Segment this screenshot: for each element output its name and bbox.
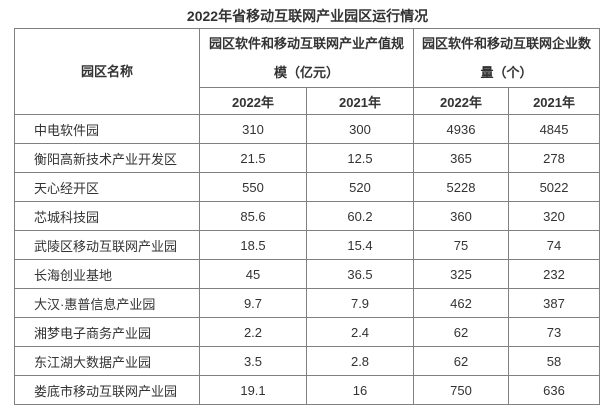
table-row: 衡阳高新技术产业开发区 21.5 12.5 365 278 [14, 143, 601, 173]
park-name-cell: 天心经开区 [14, 172, 200, 202]
count-2022-cell: 462 [413, 288, 510, 318]
count-2022-cell: 62 [413, 317, 510, 347]
output-2022-cell: 45 [199, 259, 307, 289]
output-2021-cell: 16 [305, 375, 415, 405]
table-row: 中电软件园 310 300 4936 4845 [14, 114, 601, 144]
table-row: 东江湖大数据产业园 3.5 2.8 62 58 [14, 346, 601, 376]
output-2022-cell: 2.2 [199, 317, 307, 347]
count-2021-cell: 387 [508, 288, 601, 318]
table-row: 天心经开区 550 520 5228 5022 [14, 172, 601, 202]
output-2022-cell: 21.5 [199, 143, 307, 173]
header-output-2021: 2021年 [305, 87, 415, 115]
output-2021-cell: 2.4 [305, 317, 415, 347]
output-2022-cell: 18.5 [199, 230, 307, 260]
table-row: 娄底市移动互联网产业园 19.1 16 750 636 [14, 375, 601, 405]
output-2021-cell: 36.5 [305, 259, 415, 289]
output-2022-cell: 3.5 [199, 346, 307, 376]
table-row: 武陵区移动互联网产业园 18.5 15.4 75 74 [14, 230, 601, 260]
count-2022-cell: 62 [413, 346, 510, 376]
count-2021-cell: 232 [508, 259, 601, 289]
count-2021-cell: 58 [508, 346, 601, 376]
output-2021-cell: 60.2 [305, 201, 415, 231]
output-2022-cell: 310 [199, 114, 307, 144]
count-2021-cell: 278 [508, 143, 601, 173]
park-name-cell: 衡阳高新技术产业开发区 [14, 143, 200, 173]
count-2021-cell: 73 [508, 317, 601, 347]
count-2022-cell: 360 [413, 201, 510, 231]
park-name-cell: 娄底市移动互联网产业园 [14, 375, 200, 405]
output-2021-cell: 15.4 [305, 230, 415, 260]
output-2022-cell: 85.6 [199, 201, 307, 231]
count-2022-cell: 325 [413, 259, 510, 289]
industry-parks-table: 园区名称 园区软件和移动互联网产业产值规模（亿元） 园区软件和移动互联网企业数量… [14, 28, 601, 405]
park-name-cell: 芯城科技园 [14, 201, 200, 231]
output-2021-cell: 12.5 [305, 143, 415, 173]
park-name-cell: 中电软件园 [14, 114, 200, 144]
table-row: 湘梦电子商务产业园 2.2 2.4 62 73 [14, 317, 601, 347]
count-2021-cell: 74 [508, 230, 601, 260]
output-2021-cell: 520 [305, 172, 415, 202]
header-sub-row: 2022年 2021年 2022年 2021年 [15, 87, 601, 115]
header-count-group: 园区软件和移动互联网企业数量（个） [413, 28, 601, 88]
park-name-cell: 大汉·惠普信息产业园 [14, 288, 200, 318]
count-2022-cell: 75 [413, 230, 510, 260]
output-2022-cell: 550 [199, 172, 307, 202]
output-2022-cell: 9.7 [199, 288, 307, 318]
count-2022-cell: 5228 [413, 172, 510, 202]
header-count-2021: 2021年 [508, 87, 601, 115]
count-2022-cell: 4936 [413, 114, 510, 144]
count-2022-cell: 365 [413, 143, 510, 173]
table-row: 芯城科技园 85.6 60.2 360 320 [14, 201, 601, 231]
output-2022-cell: 19.1 [199, 375, 307, 405]
header-output-2022: 2022年 [199, 87, 307, 115]
park-name-cell: 东江湖大数据产业园 [14, 346, 200, 376]
header-count-2022: 2022年 [413, 87, 510, 115]
output-2021-cell: 300 [305, 114, 415, 144]
header-park-name: 园区名称 [14, 28, 200, 115]
count-2021-cell: 4845 [508, 114, 601, 144]
header-output-group: 园区软件和移动互联网产业产值规模（亿元） [198, 28, 415, 88]
table-row: 大汉·惠普信息产业园 9.7 7.9 462 387 [14, 288, 601, 318]
park-name-cell: 长海创业基地 [14, 259, 200, 289]
count-2022-cell: 750 [413, 375, 510, 405]
count-2021-cell: 320 [508, 201, 601, 231]
table-row: 长海创业基地 45 36.5 325 232 [14, 259, 601, 289]
output-2021-cell: 2.8 [305, 346, 415, 376]
count-2021-cell: 5022 [508, 172, 601, 202]
page-title: 2022年省移动互联网产业园区运行情况 [186, 8, 429, 24]
table-body: 中电软件园 310 300 4936 4845 衡阳高新技术产业开发区 21.5… [14, 114, 601, 405]
count-2021-cell: 636 [508, 375, 601, 405]
header-group-row: 园区名称 园区软件和移动互联网产业产值规模（亿元） 园区软件和移动互联网企业数量… [14, 28, 601, 115]
output-2021-cell: 7.9 [305, 288, 415, 318]
park-name-cell: 武陵区移动互联网产业园 [14, 230, 200, 260]
park-name-cell: 湘梦电子商务产业园 [14, 317, 200, 347]
